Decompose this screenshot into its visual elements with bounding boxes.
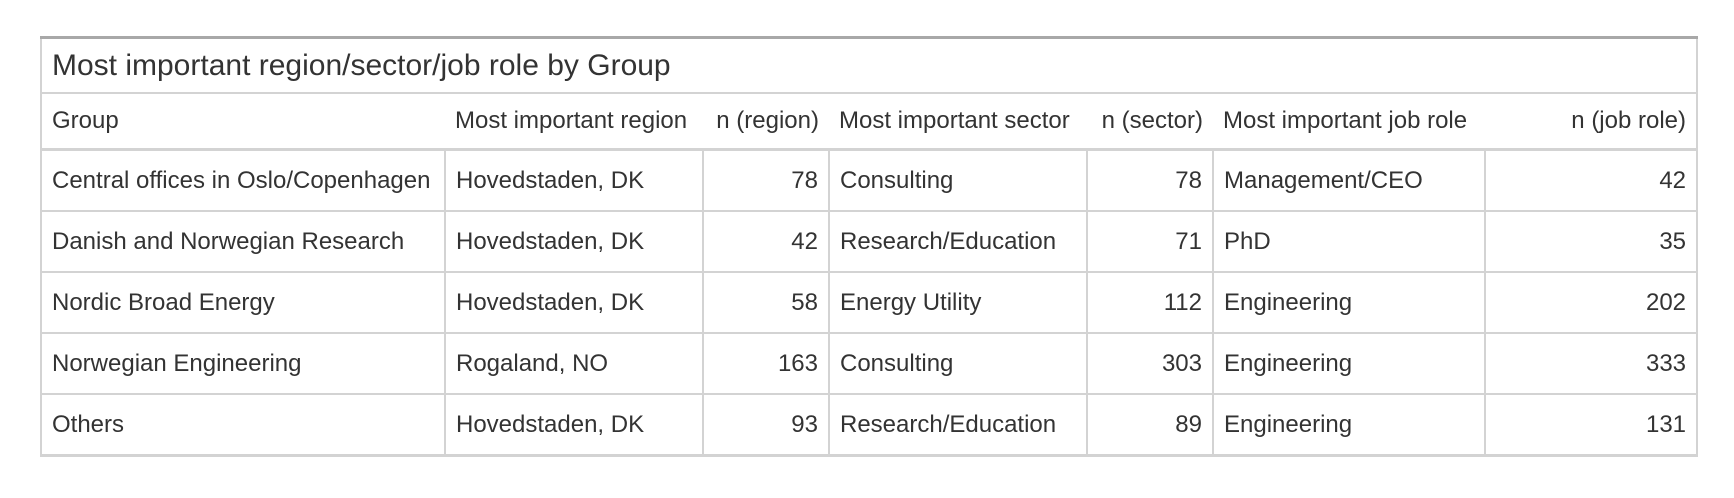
cell-region: Hovedstaden, DK: [444, 393, 703, 456]
cell-group: Norwegian Engineering: [41, 332, 445, 394]
column-header-n-sector: n (sector): [1087, 93, 1213, 151]
cell-n-job-role: 131: [1483, 393, 1698, 456]
table-row: Norwegian Engineering Rogaland, NO 163 C…: [41, 332, 1698, 394]
column-header-job-role: Most important job role: [1213, 93, 1485, 151]
cell-n-job-role: 202: [1483, 271, 1698, 333]
cell-n-sector: 71: [1086, 210, 1213, 272]
cell-n-region: 42: [702, 210, 829, 272]
cell-n-sector: 112: [1086, 271, 1213, 333]
cell-job-role: Management/CEO: [1212, 149, 1485, 211]
cell-sector: Research/Education: [828, 210, 1087, 272]
column-header-n-job-role: n (job role): [1485, 93, 1698, 151]
cell-region: Hovedstaden, DK: [444, 210, 703, 272]
cell-group: Danish and Norwegian Research: [41, 210, 445, 272]
cell-n-job-role: 35: [1483, 210, 1698, 272]
cell-region: Hovedstaden, DK: [444, 149, 703, 211]
table-row: Central offices in Oslo/Copenhagen Hoved…: [41, 149, 1698, 211]
column-header-region: Most important region: [445, 93, 703, 151]
cell-region: Hovedstaden, DK: [444, 271, 703, 333]
table-title: Most important region/sector/job role by…: [41, 37, 1698, 94]
table-row: Others Hovedstaden, DK 93 Research/Educa…: [41, 393, 1698, 456]
cell-job-role: Engineering: [1212, 332, 1485, 394]
cell-job-role: Engineering: [1212, 271, 1485, 333]
cell-group: Central offices in Oslo/Copenhagen: [52, 166, 431, 194]
table-row: Danish and Norwegian Research Hovedstade…: [41, 210, 1698, 272]
cell-sector: Consulting: [828, 332, 1087, 394]
column-header-n-region: n (region): [703, 93, 829, 151]
cell-sector: Energy Utility: [828, 271, 1087, 333]
cell-n-region: 163: [702, 332, 829, 394]
cell-job-role: Engineering: [1212, 393, 1485, 456]
cell-sector: Consulting: [828, 149, 1087, 211]
column-header-row: Group Most important region n (region) M…: [41, 93, 1698, 151]
cell-group: Nordic Broad Energy: [41, 271, 445, 333]
column-header-group: Group: [41, 93, 445, 151]
cell-group: Others: [41, 393, 445, 456]
cell-n-job-role: 333: [1483, 332, 1698, 394]
summary-table: Most important region/sector/job role by…: [40, 36, 1699, 457]
table-container: Most important region/sector/job role by…: [40, 36, 1699, 457]
table-row: Nordic Broad Energy Hovedstaden, DK 58 E…: [41, 271, 1698, 333]
cell-n-job-role: 42: [1483, 149, 1698, 211]
cell-job-role: PhD: [1212, 210, 1485, 272]
cell-n-region: 93: [702, 393, 829, 456]
cell-sector: Research/Education: [828, 393, 1087, 456]
cell-n-sector: 78: [1086, 149, 1213, 211]
column-header-sector: Most important sector: [829, 93, 1087, 151]
table-title-row: Most important region/sector/job role by…: [41, 37, 1698, 94]
cell-n-region: 78: [702, 149, 829, 211]
cell-n-sector: 89: [1086, 393, 1213, 456]
cell-n-region: 58: [702, 271, 829, 333]
cell-region: Rogaland, NO: [444, 332, 703, 394]
cell-n-sector: 303: [1086, 332, 1213, 394]
